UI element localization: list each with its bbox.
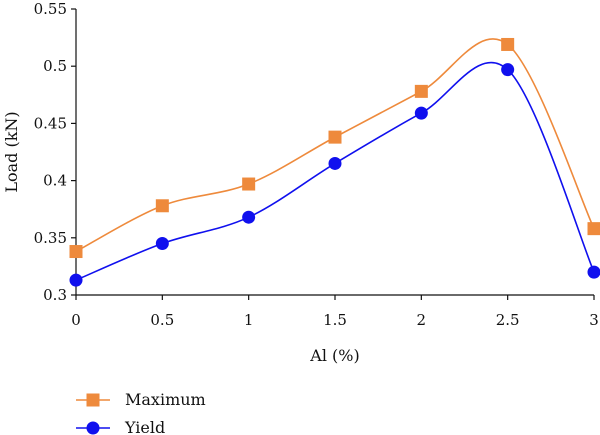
- legend-item-maximum: Maximum: [76, 390, 206, 409]
- data-point-yield: [155, 237, 169, 251]
- x-tick-label: 2.5: [496, 311, 520, 329]
- x-axis-title: Al (%): [309, 346, 359, 365]
- x-tick-label: 0: [71, 311, 81, 329]
- data-point-maximum: [155, 199, 169, 213]
- y-tick-label: 0.4: [43, 172, 67, 190]
- data-point-yield: [587, 265, 600, 279]
- y-axis-ticks: 0.3 0.35 0.4 0.45 0.5 0.55: [34, 0, 76, 304]
- x-tick-label: 2: [417, 311, 427, 329]
- data-point-maximum: [501, 37, 515, 51]
- x-tick-label: 3: [589, 311, 599, 329]
- y-tick-label: 0.55: [34, 0, 67, 18]
- legend-label-maximum: Maximum: [125, 390, 206, 409]
- x-tick-label: 0.5: [150, 311, 174, 329]
- y-tick-label: 0.35: [34, 229, 67, 247]
- data-point-maximum: [414, 84, 428, 98]
- series-line-maximum: [75, 38, 595, 253]
- data-point-yield: [328, 156, 342, 170]
- y-tick-label: 0.45: [34, 114, 67, 132]
- legend: Maximum Yield: [76, 390, 206, 435]
- y-tick-label: 0.5: [43, 57, 67, 75]
- data-point-yield: [414, 106, 428, 120]
- legend-marker-maximum: [86, 393, 100, 407]
- x-axis-ticks: 0 0.5 1 1.5 2 2.5 3: [71, 295, 599, 329]
- x-tick-label: 1: [244, 311, 254, 329]
- series-maximum: [69, 37, 600, 259]
- data-point-maximum: [587, 222, 600, 236]
- y-axis-title: Load (kN): [2, 111, 21, 192]
- series-line-yield: [75, 61, 595, 281]
- series-layer: [69, 37, 600, 287]
- x-tick-label: 1.5: [323, 311, 347, 329]
- data-point-yield: [242, 210, 256, 224]
- data-point-maximum: [242, 177, 256, 191]
- y-tick-label: 0.3: [43, 286, 67, 304]
- series-yield: [69, 61, 600, 287]
- data-point-yield: [501, 63, 515, 77]
- data-point-yield: [69, 273, 83, 287]
- data-point-maximum: [69, 245, 83, 259]
- legend-label-yield: Yield: [124, 418, 165, 435]
- data-point-maximum: [328, 130, 342, 144]
- axes: [75, 9, 594, 296]
- legend-marker-yield: [86, 421, 100, 435]
- legend-item-yield: Yield: [76, 418, 165, 435]
